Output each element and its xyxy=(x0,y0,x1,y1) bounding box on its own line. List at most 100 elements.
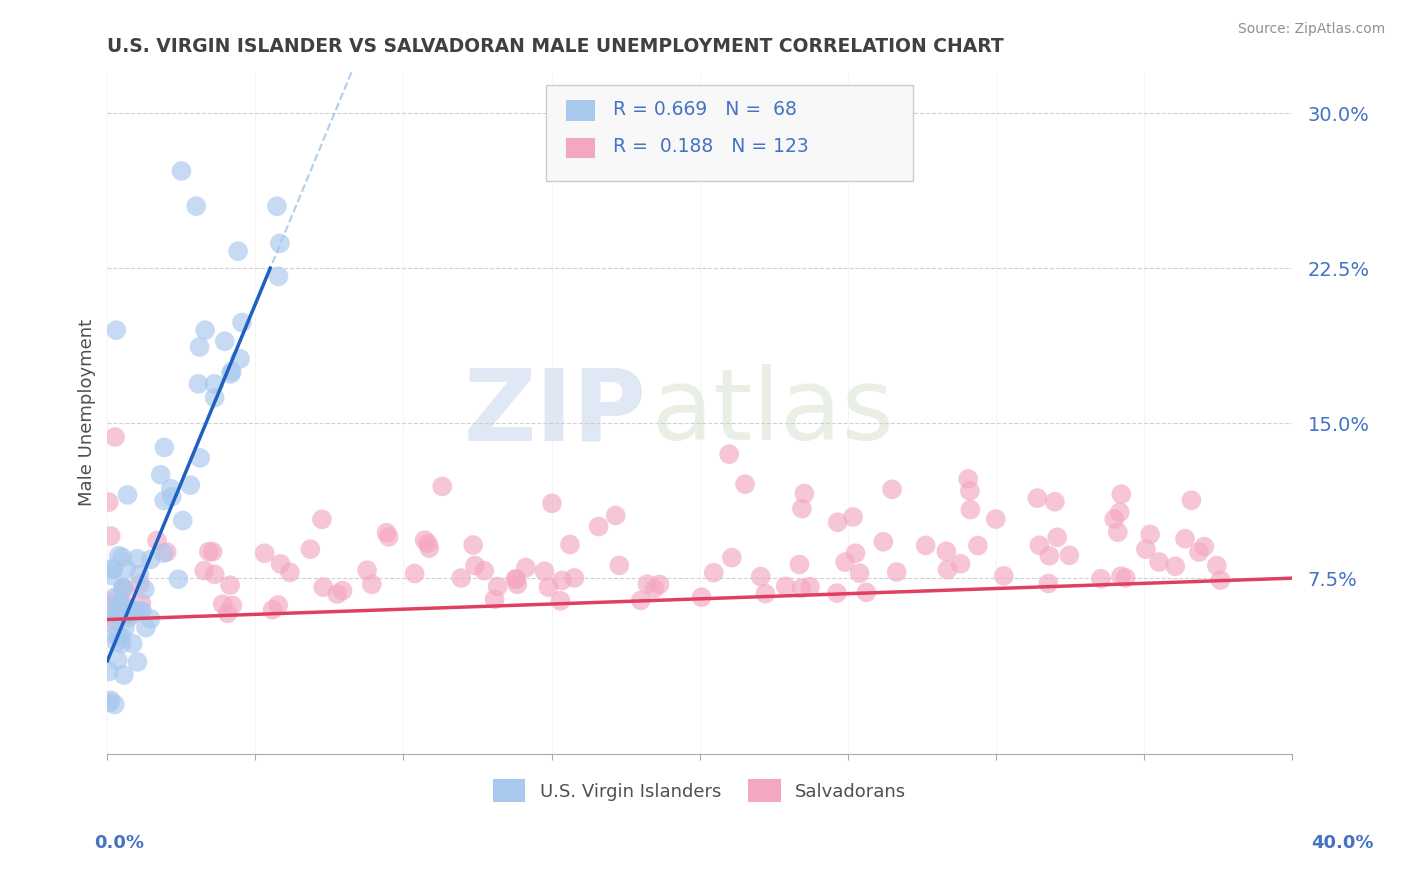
Point xyxy=(219,367,242,381)
Point xyxy=(648,577,671,591)
Point xyxy=(1026,491,1049,505)
Point xyxy=(98,696,121,710)
Point xyxy=(139,552,162,566)
Point xyxy=(515,560,537,574)
Point xyxy=(135,621,157,635)
Point xyxy=(266,199,288,213)
Point xyxy=(949,557,972,571)
Point xyxy=(124,603,146,617)
Point xyxy=(179,478,201,492)
Point xyxy=(299,542,322,557)
Point xyxy=(104,430,127,444)
Point xyxy=(834,555,856,569)
Point xyxy=(159,482,181,496)
FancyBboxPatch shape xyxy=(546,86,912,181)
Point xyxy=(104,629,127,643)
Point xyxy=(959,483,981,498)
Point xyxy=(1209,573,1232,587)
Point xyxy=(112,582,135,596)
Point xyxy=(129,577,152,591)
Point xyxy=(221,364,243,378)
Point xyxy=(172,514,194,528)
Point xyxy=(1111,487,1133,501)
Point xyxy=(156,545,179,559)
Point xyxy=(194,323,217,337)
Point xyxy=(463,538,485,552)
Point xyxy=(269,236,291,251)
Point xyxy=(105,635,128,649)
Point xyxy=(110,593,132,607)
Point xyxy=(112,580,135,594)
Point xyxy=(262,603,284,617)
Point xyxy=(505,572,527,586)
Point xyxy=(1102,512,1125,526)
Point xyxy=(101,568,124,582)
Point xyxy=(149,467,172,482)
Point xyxy=(107,549,129,563)
Point xyxy=(718,447,741,461)
Point xyxy=(793,486,815,500)
Point xyxy=(914,538,936,552)
Point xyxy=(107,607,129,622)
Point xyxy=(872,534,894,549)
Point xyxy=(404,566,426,581)
Point xyxy=(267,269,290,284)
Point xyxy=(129,604,152,618)
Point xyxy=(101,612,124,626)
Point xyxy=(1135,542,1157,557)
Point xyxy=(188,450,211,465)
Point xyxy=(1043,494,1066,508)
Point xyxy=(108,598,131,612)
Point xyxy=(1038,549,1060,563)
Point xyxy=(506,577,529,591)
Point xyxy=(153,441,176,455)
Point xyxy=(202,376,225,391)
Point xyxy=(253,546,276,560)
Point xyxy=(790,501,813,516)
Point xyxy=(558,537,581,551)
Point xyxy=(643,582,665,596)
Point xyxy=(789,558,811,572)
Point xyxy=(855,585,877,599)
Point xyxy=(1046,530,1069,544)
Point xyxy=(432,479,454,493)
Point xyxy=(98,665,121,679)
Point xyxy=(377,530,399,544)
Point xyxy=(107,599,129,613)
Point xyxy=(105,592,128,607)
Point xyxy=(472,564,495,578)
Point xyxy=(1059,549,1081,563)
Point xyxy=(416,536,439,550)
Point xyxy=(486,580,509,594)
Point xyxy=(749,569,772,583)
Text: atlas: atlas xyxy=(652,364,894,461)
Point xyxy=(533,564,555,578)
Point xyxy=(1028,538,1050,552)
Point xyxy=(413,533,436,548)
Point xyxy=(1180,493,1202,508)
Point xyxy=(146,533,169,548)
Point xyxy=(541,496,564,510)
Point xyxy=(204,567,226,582)
Point xyxy=(229,351,252,366)
Point xyxy=(505,572,527,586)
Point xyxy=(221,599,243,613)
Point xyxy=(117,607,139,621)
Point xyxy=(464,558,486,573)
Point xyxy=(118,611,141,625)
Point xyxy=(935,544,957,558)
Point xyxy=(1188,545,1211,559)
Point xyxy=(111,550,134,565)
Point xyxy=(886,565,908,579)
Point xyxy=(101,562,124,576)
Point xyxy=(187,376,209,391)
Point xyxy=(484,592,506,607)
Point xyxy=(127,655,149,669)
Point xyxy=(936,563,959,577)
Point xyxy=(984,512,1007,526)
Point xyxy=(97,615,120,629)
Point xyxy=(605,508,627,523)
Point xyxy=(1115,571,1137,585)
Point xyxy=(170,164,193,178)
Bar xyxy=(565,101,595,120)
